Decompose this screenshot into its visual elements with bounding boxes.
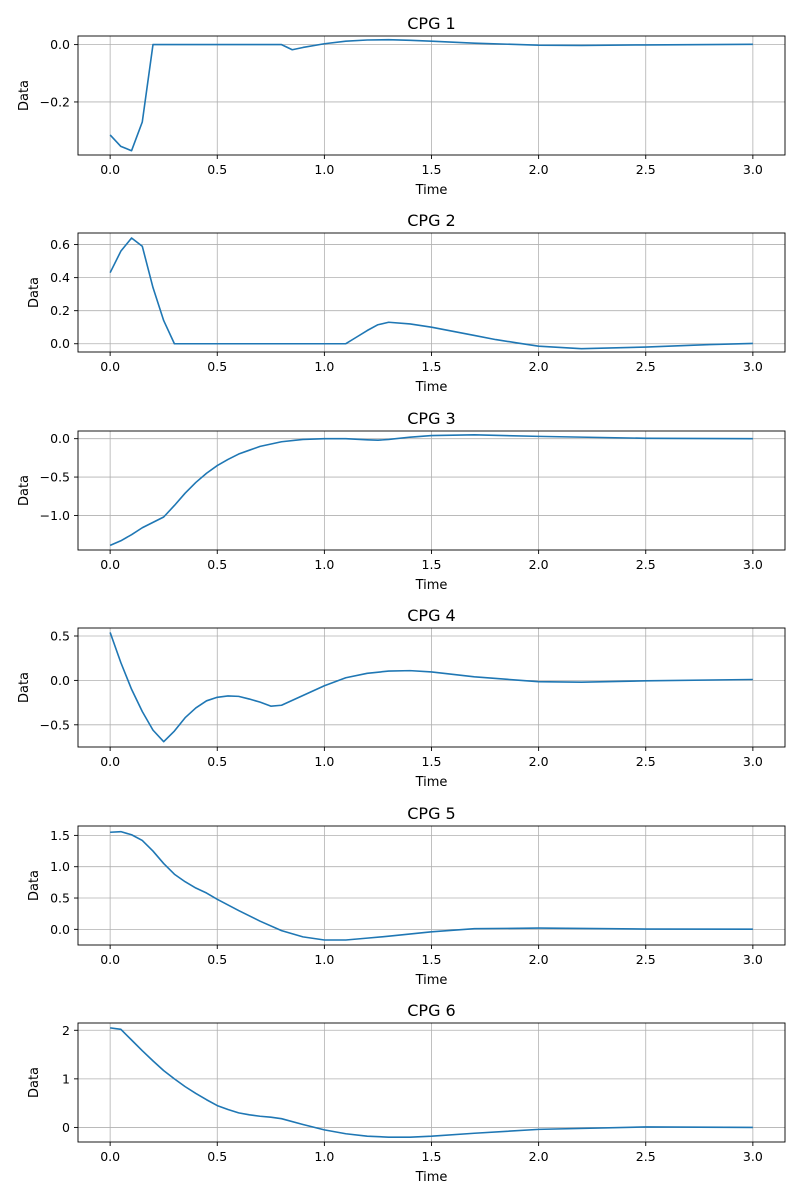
- subplot-title: CPG 6: [407, 1001, 455, 1020]
- subplot-cpg-6: 0.0 0.5 1.0 1.5 2.0 2.5 3.0 2 1 0 CPG 6 Time Data: [27, 1001, 786, 1185]
- x-tick-label: 2.5: [636, 952, 656, 967]
- x-tick-label: 0.5: [207, 162, 227, 177]
- subplot-title: CPG 1: [407, 14, 455, 33]
- x-tick-label: 3.0: [743, 557, 763, 572]
- x-tick-label: 1.0: [314, 952, 334, 967]
- y-tick-label: 2: [62, 1023, 70, 1038]
- x-tick-label: 2.0: [529, 162, 549, 177]
- y-tick-label: −0.2: [40, 94, 70, 109]
- series-line: [110, 1027, 753, 1138]
- subplot-cpg-1: 0.0 0.5 1.0 1.5 2.0 2.5 3.0 0.0 −0.2 CPG 1 Time Dat…: [17, 14, 786, 198]
- series-line: [109, 237, 753, 350]
- subplot-cpg-5: 0.0 0.5 1.0 1.5 2.0 2.5 3.0 1.5 1.0 0.5 0.0 CPG 5 Ti…: [27, 804, 786, 988]
- x-axis-label: Time: [415, 578, 448, 593]
- x-tick-label: 3.0: [743, 754, 763, 769]
- x-tick-label: 0.5: [207, 1149, 227, 1164]
- y-tick-label: 0.2: [50, 303, 70, 318]
- y-tick-label: 1: [62, 1071, 70, 1086]
- y-tick-label: 1.5: [50, 828, 70, 843]
- x-axis-label: Time: [415, 1170, 448, 1185]
- x-axis-label: Time: [415, 380, 448, 395]
- x-tick-label: 0.5: [207, 754, 227, 769]
- x-tick-label: 2.0: [529, 952, 549, 967]
- y-axis-label: Data: [27, 1067, 42, 1098]
- x-tick-label: 0.0: [100, 359, 120, 374]
- series-line: [109, 632, 753, 743]
- subplot-cpg-4: 0.0 0.5 1.0 1.5 2.0 2.5 3.0 0.5 0.0 −0.5 CPG 4 Time…: [17, 606, 786, 790]
- x-tick-label: 2.5: [636, 359, 656, 374]
- x-tick-label: 2.0: [529, 557, 549, 572]
- x-tick-label: 0.0: [100, 162, 120, 177]
- x-axis-label: Time: [415, 973, 448, 988]
- y-axis-label: Data: [27, 870, 42, 901]
- x-tick-label: 3.0: [743, 1149, 763, 1164]
- y-tick-label: 0.6: [50, 237, 70, 252]
- x-tick-label: 2.5: [636, 557, 656, 572]
- x-tick-label: 0.5: [207, 359, 227, 374]
- x-tick-label: 1.5: [422, 952, 442, 967]
- x-tick-label: 3.0: [743, 162, 763, 177]
- x-tick-label: 0.5: [207, 557, 227, 572]
- y-tick-label: −0.5: [40, 470, 70, 485]
- series-line: [109, 434, 753, 547]
- y-tick-label: 0: [62, 1120, 70, 1135]
- x-tick-label: 3.0: [743, 952, 763, 967]
- x-tick-label: 1.0: [314, 162, 334, 177]
- y-axis-label: Data: [17, 80, 32, 111]
- x-tick-label: 2.0: [529, 754, 549, 769]
- y-tick-label: 0.0: [50, 37, 70, 52]
- x-tick-label: 2.5: [636, 1149, 656, 1164]
- y-tick-label: −1.0: [40, 508, 70, 523]
- subplot-title: CPG 4: [407, 606, 455, 625]
- x-tick-label: 1.0: [314, 1149, 334, 1164]
- y-tick-label: 0.5: [50, 891, 70, 906]
- subplot-title: CPG 3: [407, 409, 455, 428]
- x-tick-label: 1.5: [422, 557, 442, 572]
- x-tick-label: 2.5: [636, 754, 656, 769]
- x-tick-label: 1.0: [314, 754, 334, 769]
- subplot-title: CPG 5: [407, 804, 455, 823]
- y-tick-label: −0.5: [40, 717, 70, 732]
- y-tick-label: 0.4: [50, 270, 70, 285]
- x-tick-label: 1.0: [314, 557, 334, 572]
- x-tick-label: 1.5: [422, 1149, 442, 1164]
- y-axis-label: Data: [17, 475, 32, 506]
- x-tick-label: 0.0: [100, 952, 120, 967]
- x-tick-label: 0.0: [100, 754, 120, 769]
- y-axis-label: Data: [27, 277, 42, 308]
- x-tick-label: 2.0: [529, 1149, 549, 1164]
- y-tick-label: 0.5: [50, 628, 70, 643]
- y-tick-label: 0.0: [50, 431, 70, 446]
- y-tick-label: 0.0: [50, 922, 70, 937]
- y-tick-label: 1.0: [50, 859, 70, 874]
- x-tick-label: 1.5: [422, 754, 442, 769]
- y-tick-label: 0.0: [50, 673, 70, 688]
- x-tick-label: 2.0: [529, 359, 549, 374]
- x-axis-label: Time: [415, 183, 448, 198]
- x-tick-label: 1.0: [314, 359, 334, 374]
- x-tick-label: 3.0: [743, 359, 763, 374]
- series-line: [110, 830, 753, 941]
- subplot-cpg-2: 0.0 0.5 1.0 1.5 2.0 2.5 3.0 0.0 0.2 0.4 0.6 CPG 2 Ti…: [27, 211, 786, 395]
- x-axis-label: Time: [415, 775, 448, 790]
- subplot-cpg-3: 0.0 0.5 1.0 1.5 2.0 2.5 3.0 0.0 −0.5 −1.0 CPG 3 Tim…: [17, 409, 786, 593]
- x-tick-label: 1.5: [422, 162, 442, 177]
- x-tick-label: 0.5: [207, 952, 227, 967]
- subplot-title: CPG 2: [407, 211, 455, 230]
- x-tick-label: 0.0: [100, 557, 120, 572]
- y-axis-label: Data: [17, 672, 32, 703]
- series-line: [109, 38, 753, 152]
- x-tick-label: 2.5: [636, 162, 656, 177]
- y-tick-label: 0.0: [50, 336, 70, 351]
- x-tick-label: 1.5: [422, 359, 442, 374]
- x-tick-label: 0.0: [100, 1149, 120, 1164]
